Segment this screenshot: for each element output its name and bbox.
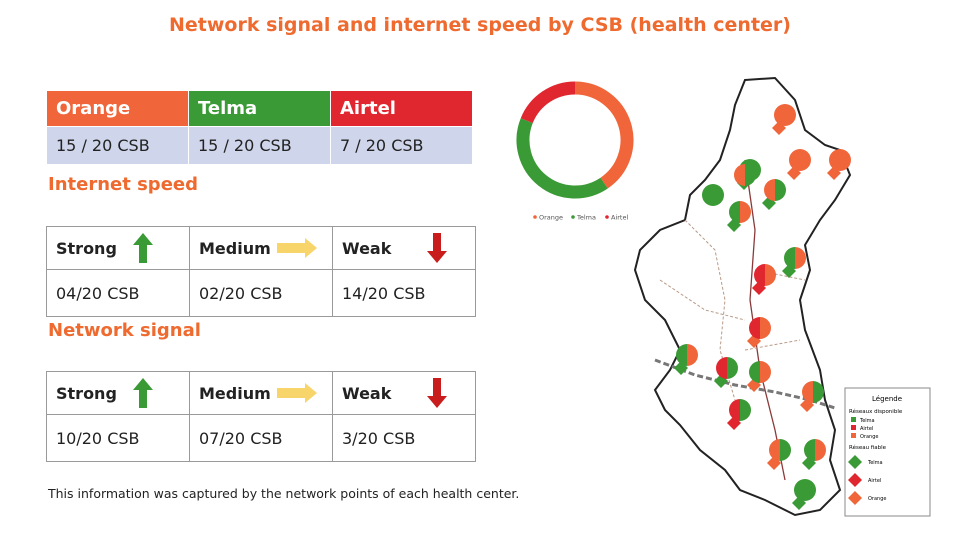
health-center-marker: [782, 247, 806, 278]
legend-available-telma: Telma: [859, 418, 875, 424]
health-center-marker: [802, 439, 826, 470]
signal-medium-cell: Medium: [189, 371, 333, 415]
legend-reliable-airtel: Airtel: [868, 478, 881, 484]
arrow-right-icon: [276, 383, 317, 403]
signal-weak-cell: Weak: [332, 371, 476, 415]
health-center-marker: [800, 381, 824, 412]
speed-medium-cell: Medium: [189, 226, 333, 270]
health-center-marker: [767, 439, 791, 470]
arrow-right-icon: [276, 238, 317, 258]
orange-value: 15 / 20 CSB: [46, 126, 189, 165]
health-center-marker: [714, 357, 738, 388]
legend-marker-airtel: [605, 215, 609, 219]
legend-marker-orange: [533, 215, 537, 219]
orange-header: Orange: [46, 90, 189, 127]
district-map: Légende Réseaux disponible Telma Airtel …: [633, 76, 931, 517]
legend-title: Légende: [872, 395, 902, 403]
arrow-down-icon: [427, 233, 448, 263]
legend-label-airtel: Airtel: [611, 214, 628, 222]
health-center-marker: [752, 264, 776, 295]
health-center-marker: [747, 361, 771, 392]
legend-section-available: Réseaux disponible: [849, 408, 903, 415]
airtel-value: 7 / 20 CSB: [330, 126, 473, 165]
health-center-marker: [702, 184, 724, 206]
legend-reliable-orange: Orange: [868, 496, 886, 502]
legend-available-airtel: Airtel: [860, 426, 873, 432]
map-legend: Légende Réseaux disponible Telma Airtel …: [844, 387, 931, 517]
telma-header: Telma: [188, 90, 331, 127]
arrow-up-icon: [132, 233, 153, 263]
signal-medium-value: 07/20 CSB: [189, 414, 333, 462]
legend-label-telma: Telma: [576, 214, 596, 222]
district-outline: [633, 76, 852, 517]
health-center-marker: [792, 479, 816, 510]
health-center-marker: [747, 317, 771, 348]
internet-speed-table: Strong Medium Weak 04/20 CSB 02/20 CSB 1…: [46, 226, 476, 317]
health-center-marker: [762, 179, 786, 210]
health-center-marker: [727, 399, 751, 430]
signal-strong-cell: Strong: [46, 371, 190, 415]
arrow-up-icon: [132, 378, 153, 408]
footnote: This information was captured by the net…: [48, 486, 520, 501]
legend-reliable-telma: Telma: [867, 460, 883, 466]
network-donut-chart: Orange Telma Airtel: [516, 81, 634, 222]
internet-speed-title: Internet speed: [48, 174, 198, 195]
telma-value: 15 / 20 CSB: [188, 126, 331, 165]
network-availability-table: Orange Telma Airtel 15 / 20 CSB 15 / 20 …: [46, 90, 473, 165]
arrow-down-icon: [427, 378, 448, 408]
health-center-marker: [787, 149, 811, 180]
health-center-marker: [734, 164, 756, 186]
health-center-marker: [674, 344, 698, 375]
legend-section-reliable: Réseau fiable: [849, 444, 887, 451]
health-center-marker: [772, 104, 796, 135]
speed-medium-value: 02/20 CSB: [189, 269, 333, 317]
donut-slice-orange: [574, 81, 634, 189]
speed-weak-cell: Weak: [332, 226, 476, 270]
network-signal-table: Strong Medium Weak 10/20 CSB 07/20 CSB 3…: [46, 371, 476, 462]
health-center-marker: [827, 149, 851, 180]
donut-slice-airtel: [520, 81, 576, 124]
speed-weak-value: 14/20 CSB: [332, 269, 476, 317]
airtel-header: Airtel: [330, 90, 473, 127]
legend-marker-telma: [571, 215, 575, 219]
page-title: Network signal and internet speed by CSB…: [169, 14, 791, 36]
legend-available-orange: Orange: [860, 434, 878, 440]
network-signal-title: Network signal: [48, 320, 201, 341]
donut-slice-telma: [516, 118, 608, 199]
health-center-marker: [727, 201, 751, 232]
legend-label-orange: Orange: [539, 214, 563, 222]
signal-weak-value: 3/20 CSB: [332, 414, 476, 462]
signal-strong-value: 10/20 CSB: [46, 414, 190, 462]
speed-strong-cell: Strong: [46, 226, 190, 270]
speed-strong-value: 04/20 CSB: [46, 269, 190, 317]
